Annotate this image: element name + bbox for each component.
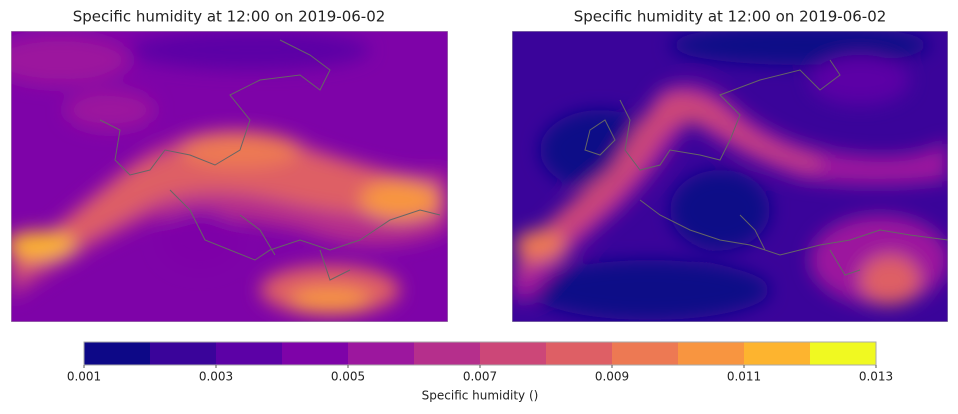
colorbar-bin <box>348 342 415 365</box>
colorbar-bin <box>744 342 811 365</box>
colorbar-bin <box>810 342 877 365</box>
panel-title: Specific humidity at 12:00 on 2019-06-02 <box>73 8 386 26</box>
colorbar-bin <box>546 342 613 365</box>
tick-label: 0.009 <box>595 370 629 384</box>
tick-label: 0.011 <box>727 370 761 384</box>
tick-label: 0.001 <box>67 370 101 384</box>
colorbar-bin <box>678 342 745 365</box>
colorbar-bin <box>216 342 283 365</box>
colorbar-bin <box>480 342 547 365</box>
tick-label: 0.005 <box>331 370 365 384</box>
panel-title: Specific humidity at 12:00 on 2019-06-02 <box>574 8 887 26</box>
map-left <box>11 31 448 322</box>
tick-label: 0.013 <box>859 370 893 384</box>
colorbar-label: Specific humidity () <box>422 389 539 403</box>
tick-label: 0.003 <box>199 370 233 384</box>
colorbar-bin <box>612 342 679 365</box>
colorbar: 0.001 0.003 0.005 0.007 0.009 0.011 0.013 <box>67 341 893 384</box>
tick-label: 0.007 <box>463 370 497 384</box>
map-right <box>512 31 948 322</box>
colorbar-bin <box>84 342 151 365</box>
colorbar-bin <box>282 342 349 365</box>
colorbar-bin <box>150 342 217 365</box>
colorbar-bin <box>414 342 481 365</box>
